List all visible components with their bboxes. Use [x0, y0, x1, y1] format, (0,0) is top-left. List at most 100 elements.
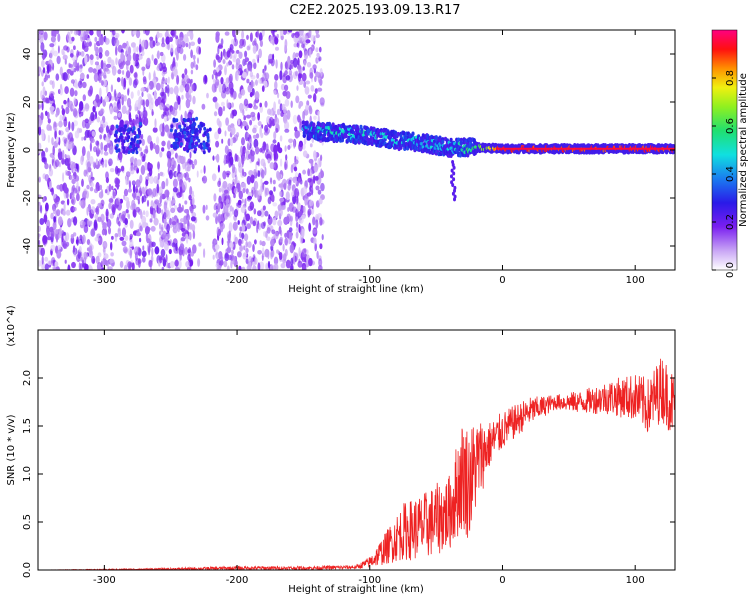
spectrogram-cell: [175, 137, 179, 142]
spectrogram-cell: [202, 204, 206, 214]
spectrogram-cell: [191, 212, 197, 218]
spectrogram-cell: [45, 97, 49, 104]
spectrogram-cell: [185, 91, 190, 100]
spectrogram-cell: [95, 206, 100, 216]
spectrogram-cell: [101, 161, 105, 168]
spectrogram-cell: [129, 105, 132, 111]
spectrogram-cell: [89, 141, 92, 152]
spectrogram-cell: [264, 124, 269, 133]
spectrogram-cell: [176, 155, 182, 164]
spectrogram-cell: [141, 250, 147, 258]
spectrogram-cell: [190, 69, 194, 75]
spectrogram-cell: [122, 61, 126, 66]
spectrogram-cell: [306, 100, 310, 107]
spectrogram-cell: [292, 255, 296, 265]
spectrogram-cell: [90, 199, 96, 205]
spectrogram-cell: [99, 87, 102, 98]
spectrogram-cell: [133, 45, 137, 54]
spectrogram-cell: [86, 74, 90, 79]
spectrogram-xtick-label: -200: [226, 275, 249, 286]
spectrogram-cell: [127, 261, 133, 269]
spectrogram-cell: [171, 242, 176, 248]
spectrogram-cell: [284, 237, 289, 246]
spectrogram-cell: [255, 146, 260, 155]
spectrogram-xtick-label: -300: [93, 275, 116, 286]
spectrogram-cell: [172, 178, 178, 188]
spectrogram-cell: [216, 66, 220, 73]
spectrogram-cell: [168, 110, 172, 116]
spectrogram-cell: [672, 144, 675, 149]
spectrogram-cell: [62, 172, 65, 182]
spectrogram-cell: [257, 121, 262, 126]
spectrogram-cell: [47, 74, 51, 79]
spectrogram-cell: [150, 209, 154, 215]
spectrogram-cell: [135, 99, 141, 107]
spectrogram-cell: [148, 245, 151, 256]
spectrogram-cell: [224, 130, 227, 137]
spectrogram-cell: [297, 57, 300, 67]
spectrogram-cell: [115, 165, 119, 175]
spectrogram-cell: [315, 71, 320, 78]
spectrogram-cell: [107, 92, 111, 99]
spectrogram-cell: [101, 220, 104, 225]
spectrogram-cell: [224, 145, 229, 155]
spectrogram-cell: [44, 256, 49, 262]
spectrogram-cell: [318, 258, 323, 267]
spectrogram-cell: [127, 188, 132, 193]
spectrogram-cell: [153, 217, 159, 226]
spectrogram-cell: [190, 61, 194, 69]
spectrogram-cell: [308, 30, 312, 39]
spectrogram-cell: [78, 186, 81, 192]
spectrogram-cell: [38, 260, 42, 267]
spectrogram-cell: [59, 226, 62, 237]
spectrogram-cell: [297, 72, 301, 82]
spectrogram-cell: [130, 91, 134, 99]
spectrogram-cell: [89, 186, 94, 192]
spectrogram-cell: [64, 169, 69, 176]
spectrogram-cell: [275, 59, 278, 69]
spectrogram-cell: [72, 187, 78, 194]
spectrogram-cell: [164, 189, 170, 198]
snr-xtick-label: 0: [499, 575, 505, 586]
spectrogram-cell: [293, 166, 298, 172]
spectrogram-cell: [47, 134, 51, 144]
spectrogram-cell: [113, 115, 118, 120]
spectrogram-cell: [71, 186, 74, 196]
spectrogram-cell: [257, 262, 261, 270]
spectrogram-cell: [144, 161, 148, 171]
spectrogram-cell: [261, 30, 265, 37]
snr-xtick-label: -300: [93, 575, 116, 586]
spectrogram-cell: [290, 257, 294, 266]
spectrogram-cell: [38, 33, 42, 40]
spectrogram-cell: [194, 147, 198, 152]
spectrogram-cell: [90, 182, 95, 188]
spectrogram-cell: [50, 93, 54, 99]
spectrogram-cell: [79, 72, 85, 80]
spectrogram-cell: [238, 157, 241, 167]
spectrogram-cell: [38, 125, 42, 136]
spectrogram-cell: [90, 206, 96, 215]
spectrogram-cell: [186, 166, 191, 172]
spectrogram-cell: [307, 168, 310, 177]
spectrogram-cell: [136, 159, 142, 167]
spectrogram-cell: [304, 86, 310, 95]
spectrogram-cell: [295, 95, 300, 104]
spectrogram-cell: [237, 201, 242, 209]
spectrogram-cell: [285, 191, 290, 201]
spectrogram-cell: [273, 263, 279, 270]
spectrogram-cell: [247, 191, 253, 197]
spectrogram-cell: [285, 154, 288, 161]
spectrogram-cell: [239, 231, 242, 238]
spectrogram-cell: [170, 124, 174, 129]
spectrogram-cell: [162, 76, 165, 82]
spectrogram-cell: [319, 46, 322, 53]
spectrogram-cell: [76, 193, 80, 202]
snr-multiplier: (x10^4): [6, 305, 17, 346]
spectrogram-cell: [266, 236, 271, 241]
spectrogram-cell: [249, 32, 253, 42]
spectrogram-cell: [115, 197, 121, 205]
spectrogram-cell: [51, 137, 54, 146]
spectrogram-cell: [172, 66, 178, 76]
spectrogram-cell: [314, 88, 318, 94]
spectrogram-cell: [141, 138, 145, 146]
